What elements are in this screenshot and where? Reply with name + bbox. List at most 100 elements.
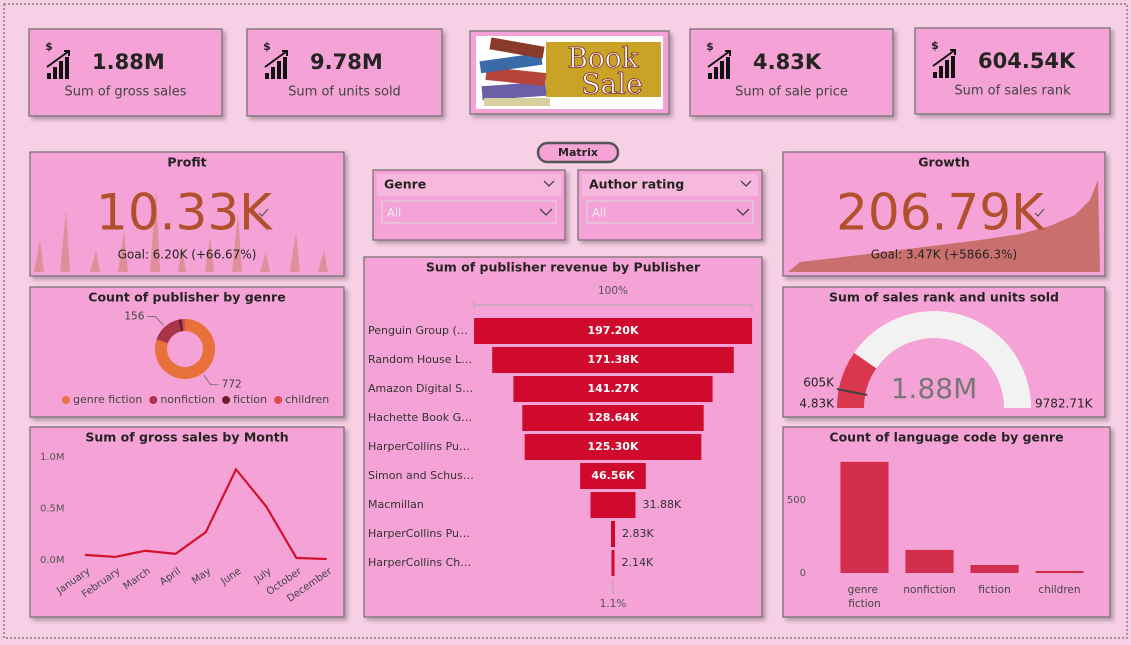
funnel-data-label: 141.27K xyxy=(588,382,639,395)
funnel-bar xyxy=(611,550,615,576)
bar xyxy=(1035,570,1084,573)
funnel-bar xyxy=(590,492,636,518)
y-tick-label: 0.5M xyxy=(40,504,65,515)
slicer-chevron xyxy=(543,180,555,187)
books-icon xyxy=(479,37,550,106)
kpi-icon-bar xyxy=(271,67,275,79)
matrix-button[interactable] xyxy=(536,141,620,164)
logo-plate xyxy=(546,42,661,97)
funnel-category: Macmillan xyxy=(368,498,424,511)
funnel-category: Penguin Group (… xyxy=(368,324,468,337)
growth-title: Growth xyxy=(918,155,969,170)
kpi-icon-bar xyxy=(720,61,724,79)
profit-goal: Goal: 6.20K (+66.67%) xyxy=(118,248,257,262)
slicer-header-bg xyxy=(377,174,561,196)
kpi-icon-bar xyxy=(945,60,949,78)
slicer-selected[interactable]: All xyxy=(592,206,606,220)
funnel-data-label: 46.56K xyxy=(591,469,635,482)
kpi-icon-arrow xyxy=(264,50,288,68)
funnel-category: HarperCollins Ch… xyxy=(368,556,471,569)
funnel-bar xyxy=(611,521,615,547)
legend-label: nonfiction xyxy=(160,393,215,406)
x-tick-label: children xyxy=(1038,584,1080,596)
chart-title: Count of language code by genre xyxy=(829,430,1063,445)
chart-card xyxy=(29,426,345,618)
pie-data-label: 772 xyxy=(222,379,242,391)
gauge-max-label: 9782.71K xyxy=(1035,397,1094,411)
slicer-dropdown-chevron xyxy=(539,208,553,216)
kpi-icon-bar xyxy=(277,61,281,79)
kpi-label: Sum of units sold xyxy=(288,85,401,100)
gauge-target-label: 605K xyxy=(803,376,835,390)
slicer-dropdown[interactable] xyxy=(381,200,557,224)
kpi-icon-bar xyxy=(726,57,730,79)
profit-value: 10.33K xyxy=(96,184,273,242)
funnel-data-label: 125.30K xyxy=(588,440,639,453)
line-series xyxy=(84,467,327,561)
legend-dot xyxy=(62,396,70,404)
x-tick-label: genre fiction xyxy=(848,584,882,610)
kpi-icon-bar xyxy=(933,72,937,78)
gauge-target xyxy=(836,388,868,396)
kpi-card xyxy=(28,28,223,117)
pie-slice xyxy=(182,319,185,332)
legend-dot xyxy=(149,396,158,404)
slicer-chevron xyxy=(740,180,752,187)
x-tick-label: fiction xyxy=(978,584,1011,596)
logo-line2: Sale xyxy=(581,68,642,101)
pie-data-label: 156 xyxy=(124,310,144,322)
funnel-category: HarperCollins Pu… xyxy=(368,440,470,453)
growth-check xyxy=(1034,208,1045,217)
funnel-category: Amazon Digital S… xyxy=(368,382,473,395)
profit-title: Profit xyxy=(167,155,206,170)
pie-leader xyxy=(147,316,164,326)
matrix-button-label[interactable]: Matrix xyxy=(558,146,598,159)
kpi-label: Sum of sales rank xyxy=(954,84,1071,99)
funnel-data-label: 171.38K xyxy=(588,353,639,366)
funnel-bottom-label: 1.1% xyxy=(600,598,627,610)
growth-goal: Goal: 3.47K (+5866.3%) xyxy=(871,248,1017,262)
kpi-icon-bar xyxy=(283,57,287,79)
profit-check xyxy=(258,208,269,217)
kpi-icon-bar xyxy=(939,66,943,78)
chart-title: Sum of sales rank and units sold xyxy=(829,290,1059,305)
slicer-dropdown-chevron xyxy=(736,208,750,216)
funnel-category: HarperCollins Pu… xyxy=(368,527,470,540)
slicer-selected[interactable]: All xyxy=(387,206,401,220)
kpi-icon-dollar: $ xyxy=(931,39,939,52)
kpi-label: Sum of sale price xyxy=(735,85,848,100)
funnel-top-label: 100% xyxy=(598,285,628,297)
funnel-bar xyxy=(513,376,713,402)
slicer-label[interactable]: Genre xyxy=(384,177,426,192)
slicer-dropdown[interactable] xyxy=(586,200,754,224)
kpi-icon-dollar: $ xyxy=(706,40,714,53)
funnel-bar xyxy=(580,463,646,489)
kpi-icon-bar xyxy=(951,56,955,78)
funnel-category: Hachette Book G… xyxy=(368,411,472,424)
kpi-icon-arrow xyxy=(46,50,70,68)
kpi-icon-bar xyxy=(53,67,57,79)
bar xyxy=(970,564,1019,573)
pie-slice xyxy=(155,319,215,379)
profit-card xyxy=(29,151,345,277)
kpi-icon-dollar: $ xyxy=(263,40,271,53)
pie-slice xyxy=(178,319,184,332)
kpi-value: 604.54K xyxy=(978,49,1076,73)
funnel-category: Simon and Schus… xyxy=(368,469,474,482)
kpi-value: 1.88M xyxy=(92,50,165,74)
legend-dot xyxy=(222,396,231,404)
growth-value: 206.79K xyxy=(836,184,1045,242)
pie-slice xyxy=(156,319,181,344)
kpi-value: 4.83K xyxy=(753,50,822,74)
kpi-icon-bar xyxy=(59,61,63,79)
chart-card xyxy=(782,426,1111,618)
slicer-label[interactable]: Author rating xyxy=(589,177,684,192)
legend-label: fiction xyxy=(233,393,267,406)
legend-label: genre fiction xyxy=(73,393,142,406)
gauge-value: 1.88M xyxy=(891,372,978,405)
chart-card xyxy=(782,286,1106,418)
y-tick-label: 0.0M xyxy=(40,555,65,566)
kpi-icon-bar xyxy=(47,73,51,79)
